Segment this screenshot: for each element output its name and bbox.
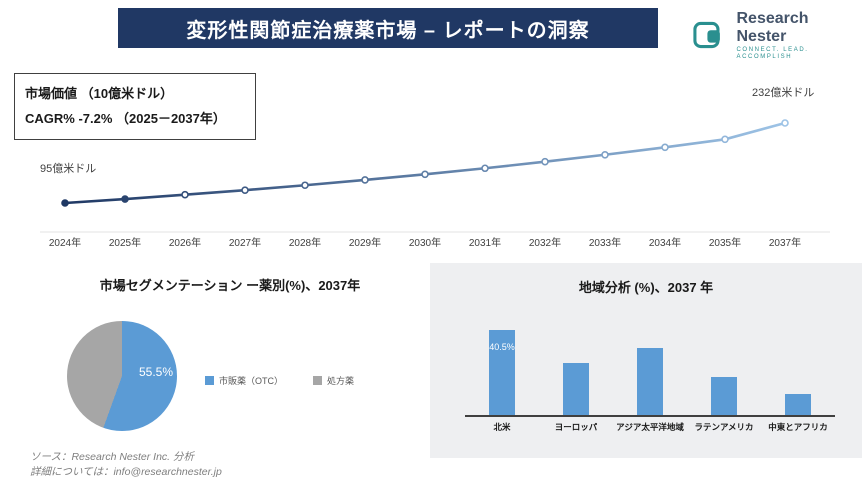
pie-chart-title: 市場セグメンテーション ー薬別(%)、2037年 xyxy=(99,278,361,293)
kpi-box: 市場価値 （10億米ドル） CAGR% -7.2% （2025－2037年） xyxy=(14,73,256,141)
contact-line: 詳細については：info@researchnester.jp xyxy=(30,466,222,479)
logo-text: Research Nester Connect. Lead. Accomplis… xyxy=(737,10,862,60)
kpi-cagr: CAGR% -7.2% （2025－2037年） xyxy=(25,110,226,126)
segmentation-pie-chart: 55.5% xyxy=(67,321,177,431)
legend-item: 市販薬（OTC） xyxy=(205,374,283,387)
data-point-marker xyxy=(181,190,189,199)
bar-value-label: 40.5% xyxy=(489,341,515,352)
legend-label: 市販薬（OTC） xyxy=(219,376,283,386)
kpi-market-value: 市場価値 （10億米ドル） xyxy=(25,86,174,101)
data-point-marker xyxy=(781,119,789,127)
bar-chart-title: 地域分析 (%)、2037 年 xyxy=(578,280,714,295)
legend-swatch xyxy=(205,376,214,385)
x-axis-tick-label: 2028年 xyxy=(289,236,321,249)
bar-アジア太平洋地域 xyxy=(637,347,663,415)
start-value-label: 95億米ドル xyxy=(40,162,96,175)
data-point-marker xyxy=(541,157,549,166)
x-axis-tick-label: 2029年 xyxy=(349,236,381,249)
data-point-marker xyxy=(361,176,369,184)
x-axis-tick-label: 2031年 xyxy=(469,236,501,249)
x-axis-tick-label: 2033年 xyxy=(589,236,621,249)
legend-swatch xyxy=(313,376,322,385)
bar-北米: 40.5% xyxy=(489,329,515,415)
logo-name: Research Nester xyxy=(736,10,809,45)
regional-analysis-panel: 地域分析 (%)、2037 年 40.5% 北米 ヨーロッパ アジア太平洋地域 ラテン… xyxy=(430,263,862,458)
legend-item: 処方薬 xyxy=(313,374,354,387)
data-point-marker xyxy=(421,170,429,179)
pie-data-label: 55.5% xyxy=(139,365,174,379)
end-value-label: 232億米ドル xyxy=(752,86,814,99)
data-point-marker xyxy=(241,186,249,194)
bar-chart-bars: 40.5% xyxy=(465,328,835,417)
page-title: 変形性関節症治療薬市場 – レポートの洞察 xyxy=(186,19,590,42)
data-point-marker xyxy=(301,181,309,190)
bar-中東とアフリカ xyxy=(785,394,811,415)
research-nester-logo-icon xyxy=(693,22,720,49)
bar-category-label: ヨーロッパ xyxy=(554,422,598,432)
research-nester-logo: Research Nester Connect. Lead. Accomplis… xyxy=(693,10,862,60)
bar-ラテンアメリカ xyxy=(711,377,737,415)
market-value-line-chart: 2024年 2025年 2026年 2027年 2028年 2029年 2030年 2031年… xyxy=(40,86,830,249)
x-axis-tick-label: 2027年 xyxy=(229,236,261,249)
x-axis-tick-label: 2034年 xyxy=(649,236,681,249)
x-axis-tick-label: 2024年 xyxy=(49,236,81,249)
footer-source-note: ソース：Research Nester Inc. 分析 詳細については：info… xyxy=(30,450,222,480)
x-axis-tick-label: 2030年 xyxy=(409,236,441,249)
legend-label: 処方薬 xyxy=(327,376,355,386)
data-point-marker xyxy=(661,143,669,152)
pie-legend: 市販薬（OTC） 処方薬 xyxy=(205,374,354,387)
source-line: ソース：Research Nester Inc. 分析 xyxy=(30,451,195,463)
x-axis-tick-label: 2032年 xyxy=(529,236,561,249)
bar-category-label: アジア太平洋地域 xyxy=(616,422,684,432)
bar-category-label: 中東とアフリカ xyxy=(768,422,828,432)
data-point-marker xyxy=(61,199,69,207)
data-point-marker xyxy=(721,135,729,144)
x-axis-tick-label: 2037年 xyxy=(769,236,801,249)
bar-category-label: ラテンアメリカ xyxy=(694,422,754,432)
bar-ヨーロッパ xyxy=(563,362,589,415)
data-point-marker xyxy=(481,164,489,173)
bar-chart-category-labels: 北米 ヨーロッパ アジア太平洋地域 ラテンアメリカ 中東とアフリカ xyxy=(465,421,835,433)
x-axis-tick-label: 2025年 xyxy=(109,236,141,249)
data-point-marker xyxy=(121,195,129,203)
logo-tagline: Connect. Lead. Accomplish xyxy=(736,47,809,60)
x-axis-tick-label: 2035年 xyxy=(709,236,741,249)
data-point-marker xyxy=(601,150,609,159)
bar-category-label: 北米 xyxy=(493,422,511,432)
x-axis-tick-label: 2026年 xyxy=(169,236,201,249)
page-title-bar: 変形性関節症治療薬市場 – レポートの洞察 xyxy=(118,8,658,48)
